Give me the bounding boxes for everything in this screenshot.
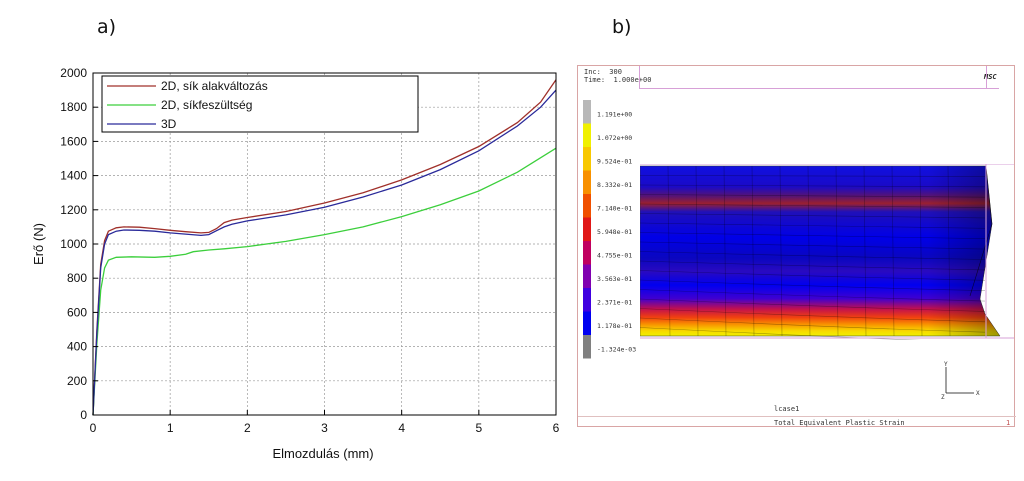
x-tick-label: 1: [167, 421, 174, 435]
triad-x-label: X: [976, 390, 980, 397]
result-type-label: Total Equivalent Plastic Strain: [774, 419, 905, 427]
y-tick-label: 800: [67, 271, 87, 285]
footer-rule: [578, 416, 1016, 417]
scale-swatch: [583, 264, 591, 288]
mesh-shading: [640, 166, 1000, 336]
y-tick-label: 1600: [60, 134, 87, 148]
series-line-1: [92, 79, 557, 416]
x-axis-label: Elmozdulás (mm): [272, 446, 373, 461]
header-divider: [639, 66, 640, 88]
color-scale: 1.191e+00 1.072e+00 9.524e-01 8.332e-01 7.14…: [583, 100, 636, 359]
scale-value: 4.755e-01: [597, 251, 632, 259]
legend-label-3: 3D: [161, 117, 177, 131]
series-lines: [92, 79, 557, 416]
triad-z-label: Z: [941, 394, 945, 401]
y-axis-label: Erő (N): [31, 223, 46, 265]
legend-box: [101, 75, 419, 133]
legend: 2D, sík alakváltozás 2D, síkfeszültség 3D: [101, 75, 419, 133]
x-tick-label: 3: [321, 421, 328, 435]
scale-value: 5.948e-01: [597, 228, 632, 236]
panel-label-b: b): [612, 16, 632, 38]
x-tick-label: 2: [244, 421, 251, 435]
legend-label-1: 2D, sík alakváltozás: [161, 79, 268, 93]
scale-swatch: [583, 100, 591, 124]
triad-y-label: Y: [944, 361, 948, 368]
scale-value: 1.072e+00: [597, 134, 632, 142]
msc-logo: MSC: [984, 73, 997, 81]
y-tick-label: 2000: [60, 66, 87, 80]
mesh-gridlines: [640, 165, 993, 340]
y-tick-label: 1200: [60, 203, 87, 217]
increment-label: Inc: 300: [584, 68, 622, 76]
y-tick-label: 1800: [60, 100, 87, 114]
logo-divider: [986, 66, 987, 88]
scale-swatch: [583, 217, 591, 241]
mesh-contour-plot: [640, 164, 1014, 340]
force-displacement-chart: 0 1 2 3 4 5 6 0 200 400 600 800 1000 1200 1400 1600 1800…: [31, 66, 560, 461]
header-rule: [639, 88, 999, 89]
panel-label-a: a): [97, 16, 117, 38]
scale-value: 2.371e-01: [597, 298, 632, 306]
time-label: Time: 1.000e+00: [584, 76, 652, 84]
coordinate-triad: Y Z X: [941, 361, 980, 401]
y-tick-label: 0: [80, 408, 87, 422]
x-tick-label: 5: [475, 421, 482, 435]
scale-value: 3.563e-01: [597, 275, 632, 283]
y-tick-label: 200: [67, 374, 87, 388]
scale-swatch: [583, 288, 591, 312]
scale-value: -1.324e-03: [597, 345, 636, 353]
scale-swatch: [583, 147, 591, 171]
scale-swatch: [583, 241, 591, 265]
scale-value: 1.191e+00: [597, 110, 632, 118]
y-tick-label: 600: [67, 305, 87, 319]
y-tick-label: 1000: [60, 237, 87, 251]
series-line-2: [92, 147, 557, 416]
scale-swatch: [583, 311, 591, 335]
case-label: lcase1: [774, 405, 800, 413]
legend-items: 2D, sík alakváltozás 2D, síkfeszültség 3D: [107, 79, 268, 131]
scale-swatch: [583, 335, 591, 359]
series-line-3: [92, 89, 557, 416]
scale-value: 9.524e-01: [597, 157, 632, 165]
ticks: 0 1 2 3 4 5 6 0 200 400 600 800 1000 1200 1400 1600 1800…: [60, 66, 559, 435]
page-number: 1: [1006, 419, 1011, 427]
y-tick-label: 400: [67, 340, 87, 354]
scale-value: 7.140e-01: [597, 204, 632, 212]
x-tick-label: 0: [90, 421, 97, 435]
x-tick-label: 4: [398, 421, 405, 435]
scale-value: 8.332e-01: [597, 181, 632, 189]
y-tick-label: 1400: [60, 169, 87, 183]
grid: [93, 73, 556, 415]
x-tick-label: 6: [553, 421, 560, 435]
scale-swatch: [583, 194, 591, 218]
scale-swatch: [583, 170, 591, 194]
scale-swatch: [583, 123, 591, 147]
scale-value: 1.178e-01: [597, 322, 632, 330]
fe-result-panel: Inc: 300 Time: 1.000e+00 MSC 1.191e+00 1.…: [577, 65, 1016, 427]
legend-label-2: 2D, síkfeszültség: [161, 98, 252, 112]
